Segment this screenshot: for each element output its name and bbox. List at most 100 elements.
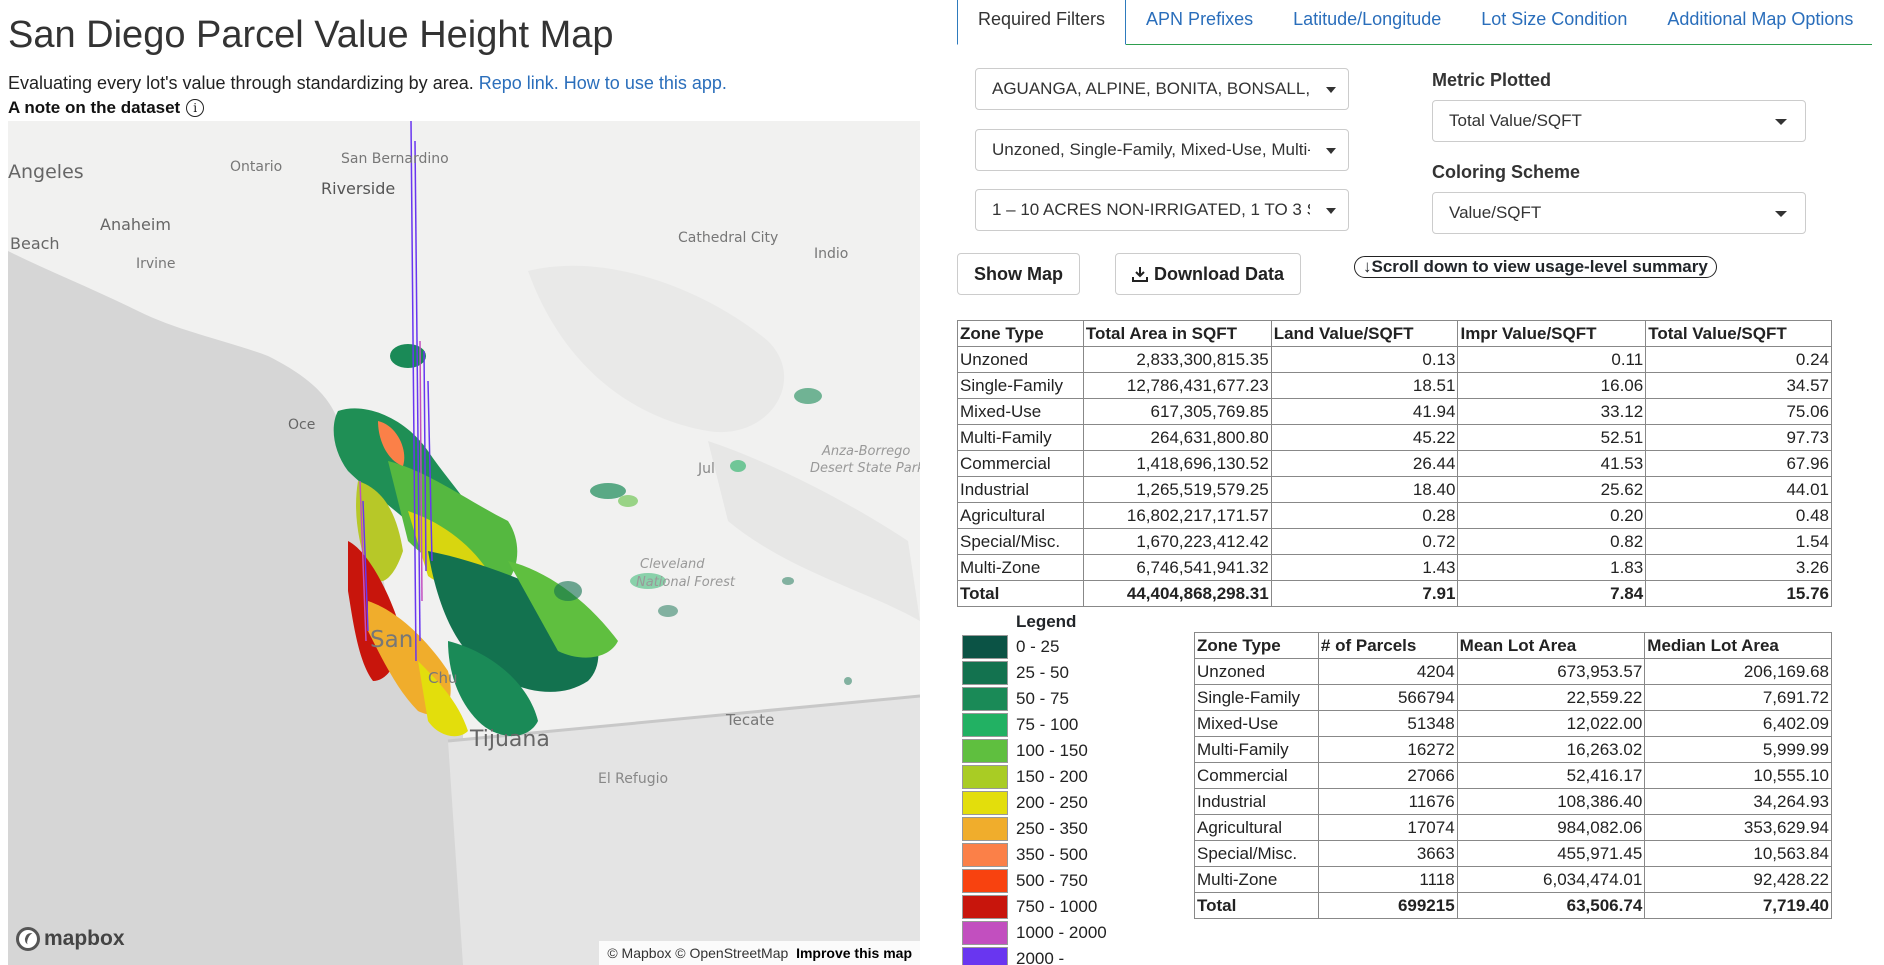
- table-row: Mixed-Use 51348 12,022.00 6,402.09: [1194, 710, 1832, 737]
- table-row: Agricultural 16,802,217,171.57 0.28 0.20 0.4…: [957, 502, 1832, 529]
- table-cell: 3.26: [1645, 554, 1832, 581]
- table-cell: 15.76: [1645, 580, 1832, 607]
- tab-latitude-longitude[interactable]: Latitude/Longitude: [1293, 9, 1442, 29]
- attribution-text[interactable]: © Mapbox © OpenStreetMap: [607, 945, 789, 961]
- value-summary-table: Zone Type Total Area in SQFT Land Value/…: [957, 320, 1832, 607]
- column-header: Land Value/SQFT: [1270, 320, 1459, 347]
- legend-label: 200 - 250: [1016, 793, 1088, 812]
- subtitle-text: Evaluating every lot's value through sta…: [8, 73, 474, 93]
- table-cell: 18.51: [1270, 372, 1459, 399]
- legend-swatch: [962, 817, 1008, 841]
- map-canvas[interactable]: Angeles Ontario San Bernardino Riverside…: [8, 121, 920, 965]
- table-cell: 4204: [1317, 658, 1458, 685]
- zone-type-cell: Special/Misc.: [957, 528, 1084, 555]
- column-header: # of Parcels: [1317, 632, 1458, 659]
- table-cell: 67.96: [1645, 450, 1832, 477]
- zone-type-cell: Multi-Zone: [1194, 866, 1319, 893]
- zone-type-cell: Total: [957, 580, 1084, 607]
- chevron-down-icon: [1775, 211, 1787, 217]
- zone-multiselect[interactable]: Unzoned, Single-Family, Mixed-Use, Multi…: [975, 129, 1349, 171]
- table-cell: 984,082.06: [1456, 814, 1646, 841]
- mexico-region: [448, 696, 920, 965]
- mapbox-logo[interactable]: mapbox: [16, 927, 125, 951]
- tab-apn-prefixes[interactable]: APN Prefixes: [1146, 9, 1254, 29]
- improve-map-link[interactable]: Improve this map: [796, 945, 912, 961]
- zone-type-cell: Industrial: [957, 476, 1084, 503]
- tab-required-filters[interactable]: Required Filters: [957, 0, 1127, 45]
- coloring-select-value: Value/SQFT: [1449, 203, 1542, 222]
- tab-additional-map-options[interactable]: Additional Map Options: [1667, 9, 1854, 29]
- zone-type-cell: Unzoned: [1194, 658, 1319, 685]
- table-cell: 3663: [1317, 840, 1458, 867]
- legend-item: 350 - 500: [962, 842, 1088, 868]
- legend-label: 150 - 200: [1016, 767, 1088, 786]
- table-cell: 1118: [1317, 866, 1458, 893]
- table-row: Single-Family 566794 22,559.22 7,691.72: [1194, 684, 1832, 711]
- table-cell: 1,418,696,130.52: [1082, 450, 1272, 477]
- legend-swatch: [962, 947, 1008, 965]
- map-attribution: © Mapbox © OpenStreetMap Improve this ma…: [599, 941, 920, 965]
- map-label: National Forest: [636, 575, 735, 590]
- legend-swatch: [962, 921, 1008, 945]
- lot-type-multiselect[interactable]: 1 – 10 ACRES NON-IRRIGATED, 1 TO 3 STORY…: [975, 189, 1349, 231]
- legend-item: 25 - 50: [962, 660, 1069, 686]
- map-label: Tecate: [726, 711, 775, 729]
- table-cell: 353,629.94: [1644, 814, 1832, 841]
- zone-type-cell: Total: [1194, 892, 1319, 919]
- table-cell: 0.82: [1457, 528, 1647, 555]
- table-cell: 0.20: [1457, 502, 1647, 529]
- table-cell: 7,691.72: [1644, 684, 1832, 711]
- map-label: Cleveland: [640, 557, 705, 572]
- map-label: San: [370, 627, 414, 653]
- legend-item: 1000 - 2000: [962, 920, 1107, 946]
- legend-label: 1000 - 2000: [1016, 923, 1107, 942]
- table-cell: 44.01: [1645, 476, 1832, 503]
- table-cell: 34.57: [1645, 372, 1832, 399]
- city-multiselect[interactable]: AGUANGA, ALPINE, BONITA, BONSALL, BORREG…: [975, 68, 1349, 110]
- tab-lot-size-condition[interactable]: Lot Size Condition: [1481, 9, 1628, 29]
- table-row: Special/Misc. 3663 455,971.45 10,563.84: [1194, 840, 1832, 867]
- zone-type-cell: Agricultural: [1194, 814, 1319, 841]
- how-to-link[interactable]: How to use this app.: [563, 73, 727, 93]
- legend-item: 100 - 150: [962, 738, 1088, 764]
- zone-type-cell: Agricultural: [957, 502, 1084, 529]
- download-data-button[interactable]: Download Data: [1115, 253, 1302, 295]
- table-row: Special/Misc. 1,670,223,412.42 0.72 0.82 1.5…: [957, 528, 1832, 555]
- coloring-label: Coloring Scheme: [1432, 162, 1581, 182]
- zone-type-cell: Unzoned: [957, 346, 1084, 373]
- metric-select-value: Total Value/SQFT: [1449, 111, 1582, 130]
- legend-item: 200 - 250: [962, 790, 1088, 816]
- map-label: San Bernardino: [341, 151, 449, 167]
- table-cell: 34,264.93: [1644, 788, 1832, 815]
- table-cell: 0.48: [1645, 502, 1832, 529]
- table-cell: 75.06: [1645, 398, 1832, 425]
- repo-link[interactable]: Repo link.: [478, 73, 559, 93]
- legend-label: 0 - 25: [1016, 637, 1060, 656]
- table-cell: 51348: [1317, 710, 1458, 737]
- table-row: Commercial 27066 52,416.17 10,555.10: [1194, 762, 1832, 789]
- coloring-select[interactable]: Value/SQFT: [1432, 192, 1806, 234]
- legend-label: 750 - 1000: [1016, 897, 1098, 916]
- legend-swatch: [962, 739, 1008, 763]
- table-cell: 566794: [1317, 684, 1458, 711]
- table-cell: 673,953.57: [1456, 658, 1646, 685]
- legend-label: 350 - 500: [1016, 845, 1088, 864]
- legend-item: 75 - 100: [962, 712, 1078, 738]
- column-header: Zone Type: [1194, 632, 1319, 659]
- zone-type-cell: Special/Misc.: [1194, 840, 1319, 867]
- zone-type-cell: Industrial: [1194, 788, 1319, 815]
- page-title: San Diego Parcel Value Height Map: [8, 14, 614, 56]
- table-cell: 0.28: [1270, 502, 1459, 529]
- metric-select[interactable]: Total Value/SQFT: [1432, 100, 1806, 142]
- chevron-down-icon: [1775, 119, 1787, 125]
- table-cell: 12,786,431,677.23: [1082, 372, 1272, 399]
- dataset-note[interactable]: A note on the dataset i: [8, 98, 205, 118]
- zone-type-cell: Multi-Zone: [957, 554, 1084, 581]
- map-label: Cathedral City: [678, 230, 779, 246]
- show-map-button[interactable]: Show Map: [957, 253, 1080, 295]
- table-cell: 0.11: [1457, 346, 1647, 373]
- table-header-row: Zone Type Total Area in SQFT Land Value/…: [957, 320, 1832, 347]
- lot-type-multiselect-value: 1 – 10 ACRES NON-IRRIGATED, 1 TO 3 STORY…: [992, 200, 1310, 219]
- info-icon[interactable]: i: [186, 99, 205, 117]
- map-label: Desert State Park: [810, 461, 920, 476]
